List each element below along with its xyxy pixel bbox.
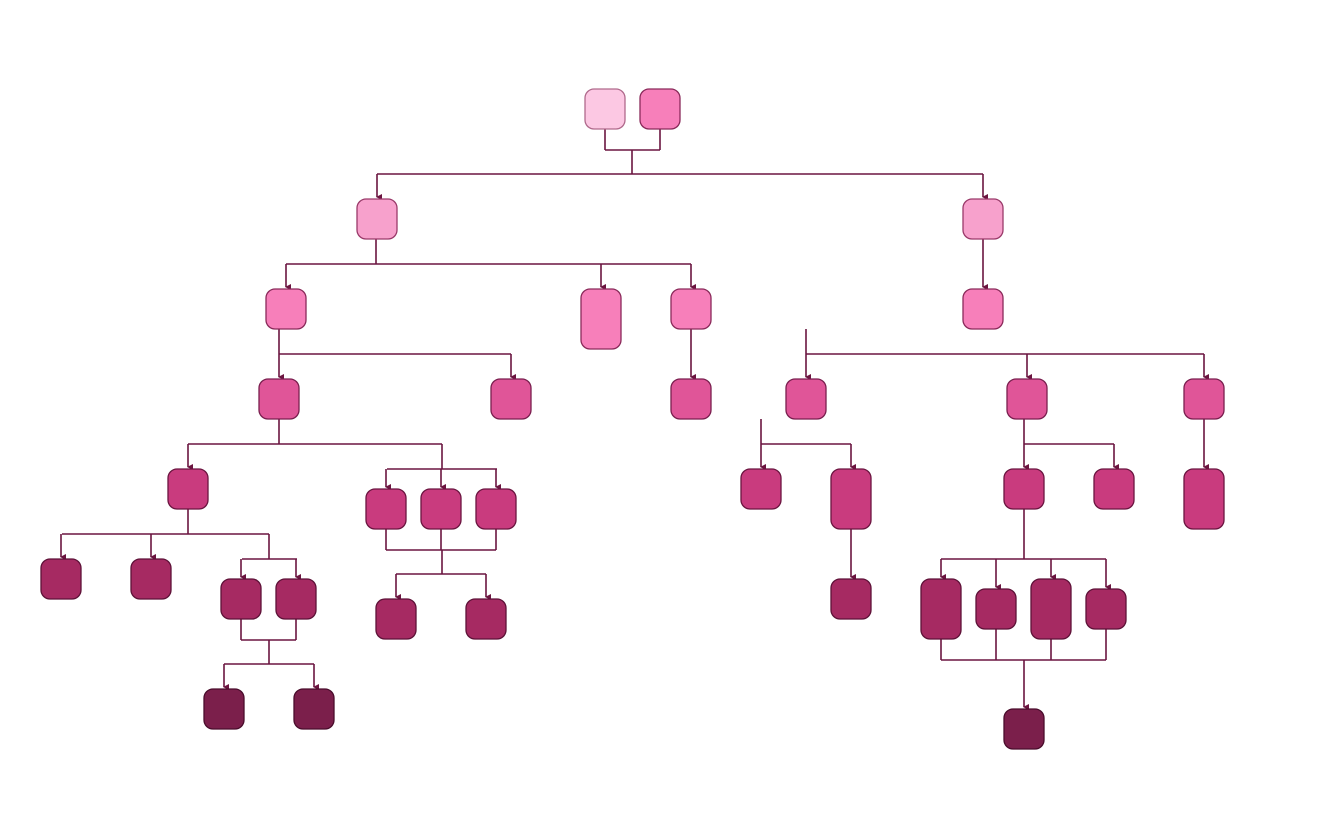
person-node-y[interactable] xyxy=(203,688,245,730)
person-node-t[interactable] xyxy=(465,598,507,640)
person-node-p[interactable] xyxy=(365,488,407,530)
person-node-r[interactable] xyxy=(475,488,517,530)
person-node-v[interactable] xyxy=(130,558,172,600)
person-node-e[interactable] xyxy=(265,288,307,330)
person-node-d[interactable] xyxy=(962,198,1004,240)
person-node-b[interactable] xyxy=(639,88,681,130)
person-node-ak[interactable] xyxy=(1183,468,1225,530)
person-node-m[interactable] xyxy=(1006,378,1048,420)
person-node-u[interactable] xyxy=(40,558,82,600)
person-node-q[interactable] xyxy=(420,488,462,530)
person-node-i[interactable] xyxy=(258,378,300,420)
person-node-g[interactable] xyxy=(670,288,712,330)
person-node-c[interactable] xyxy=(356,198,398,240)
person-node-o[interactable] xyxy=(167,468,209,510)
person-node-h[interactable] xyxy=(962,288,1004,330)
person-node-z[interactable] xyxy=(293,688,335,730)
person-node-af[interactable] xyxy=(920,578,962,640)
person-node-ai[interactable] xyxy=(1085,588,1127,630)
person-node-ac[interactable] xyxy=(830,578,872,620)
person-node-ad[interactable] xyxy=(1003,468,1045,510)
person-node-ab[interactable] xyxy=(830,468,872,530)
person-node-ah[interactable] xyxy=(1030,578,1072,640)
nodes xyxy=(40,88,1225,750)
person-node-ae[interactable] xyxy=(1093,468,1135,510)
person-node-k[interactable] xyxy=(670,378,712,420)
person-node-aa[interactable] xyxy=(740,468,782,510)
person-node-l[interactable] xyxy=(785,378,827,420)
edges xyxy=(60,129,1209,710)
person-node-s[interactable] xyxy=(375,598,417,640)
person-node-a[interactable] xyxy=(584,88,626,130)
person-node-ag[interactable] xyxy=(975,588,1017,630)
person-node-w[interactable] xyxy=(220,578,262,620)
person-node-n[interactable] xyxy=(1183,378,1225,420)
person-node-f[interactable] xyxy=(580,288,622,350)
person-node-aj[interactable] xyxy=(1003,708,1045,750)
person-node-x[interactable] xyxy=(275,578,317,620)
person-node-j[interactable] xyxy=(490,378,532,420)
